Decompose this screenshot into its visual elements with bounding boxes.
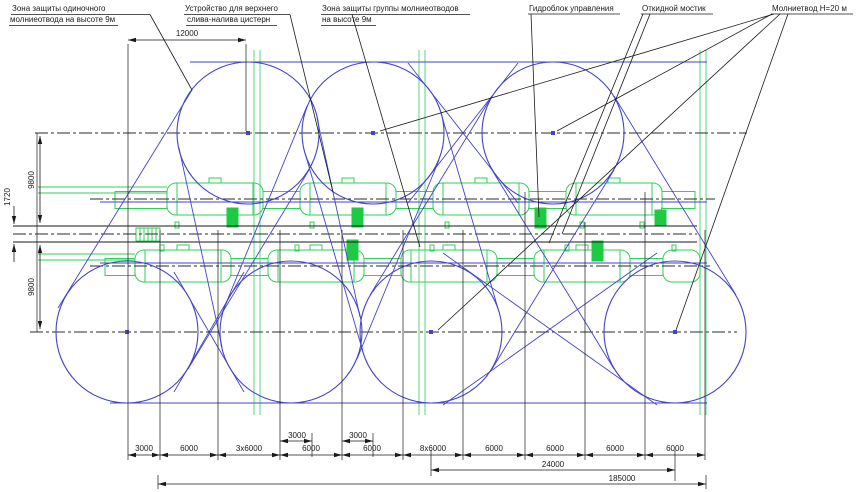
dim-platform-offset: 3000 bbox=[349, 431, 367, 440]
dim-segment: 3000 bbox=[135, 444, 153, 453]
dimension-rod-spacing: 24000 bbox=[430, 450, 676, 481]
dim-rod-spacing: 24000 bbox=[542, 460, 565, 469]
callout-folding-bridge: Откидной мостик bbox=[548, 4, 713, 244]
callout-lightning-rod: Молниетвод Н=20 м bbox=[379, 4, 853, 331]
lightning-rod-marker bbox=[429, 330, 433, 334]
callout-top-loading-line2: слива-налива цистерн bbox=[187, 15, 270, 24]
dim-segment: 6000 bbox=[180, 444, 198, 453]
dimension-left-heights: 9800 1720 9800 bbox=[3, 136, 43, 329]
dim-segment: 6000 bbox=[302, 444, 320, 453]
callout-single-zone-line1: Зона защиты одиночного bbox=[12, 4, 106, 13]
callout-top-loading-line1: Устройство для верхнего bbox=[185, 4, 279, 13]
dim-segment: 6000 bbox=[666, 444, 684, 453]
dimension-bottom-row: 3000 6000 3х6000 6000 6000 8х6000 6000 6… bbox=[128, 192, 706, 460]
supply-pipes bbox=[38, 186, 167, 261]
callout-group-zone-line1: Зона защиты группы молниеотводов bbox=[322, 4, 459, 13]
callout-lightning-rod-label: Молниетвод Н=20 м bbox=[772, 4, 847, 13]
dim-segment: 6000 bbox=[485, 444, 503, 453]
callout-single-zone-line2: молниеотвода на высоте 9м bbox=[10, 15, 115, 24]
callout-single-zone: Зона защиты одиночного молниеотвода на в… bbox=[9, 4, 193, 91]
hydroblock-units bbox=[159, 207, 677, 262]
callout-hydroblock: Гидроблок управления bbox=[528, 4, 620, 218]
tank-train-lower bbox=[104, 244, 701, 283]
lightning-rod-marker bbox=[551, 131, 555, 135]
callout-folding-bridge-label: Откидной мостик bbox=[642, 4, 706, 13]
dimension-platform-offsets: 3000 3000 bbox=[280, 431, 374, 457]
dim-rod-offset-top: 12000 bbox=[176, 29, 199, 38]
dim-zone-half-height-lower: 9800 bbox=[27, 278, 36, 296]
loading-rack-columns bbox=[253, 50, 707, 415]
railway-tracks bbox=[13, 132, 747, 333]
dimension-total-length: 185000 bbox=[157, 474, 707, 489]
dim-zone-half-height-upper: 9800 bbox=[27, 171, 36, 189]
dim-track-gauge: 1720 bbox=[3, 188, 12, 206]
dim-segment: 3х6000 bbox=[236, 444, 263, 453]
lightning-rod-marker bbox=[125, 330, 129, 334]
track-equipment-box bbox=[135, 227, 161, 242]
callout-top-loading: Устройство для верхнего слива-налива цис… bbox=[184, 4, 334, 193]
dim-segment: 6000 bbox=[546, 444, 564, 453]
dimension-top-12000: 12000 bbox=[127, 29, 247, 460]
lightning-rod-marker bbox=[246, 131, 250, 135]
dim-segment: 6000 bbox=[606, 444, 624, 453]
lightning-rod-marker bbox=[673, 330, 677, 334]
dim-segment: 6000 bbox=[363, 444, 381, 453]
callout-hydroblock-label: Гидроблок управления bbox=[529, 4, 614, 13]
dim-total-length: 185000 bbox=[609, 474, 636, 483]
lightning-rod-marker bbox=[371, 131, 375, 135]
dim-segment: 8х6000 bbox=[420, 444, 447, 453]
callout-group-zone-line2: на высоте 9м bbox=[322, 15, 372, 24]
callout-group-zone: Зона защиты группы молниеотводов на высо… bbox=[321, 4, 470, 248]
protection-zones bbox=[55, 61, 747, 406]
dim-platform-offset: 3000 bbox=[288, 431, 306, 440]
